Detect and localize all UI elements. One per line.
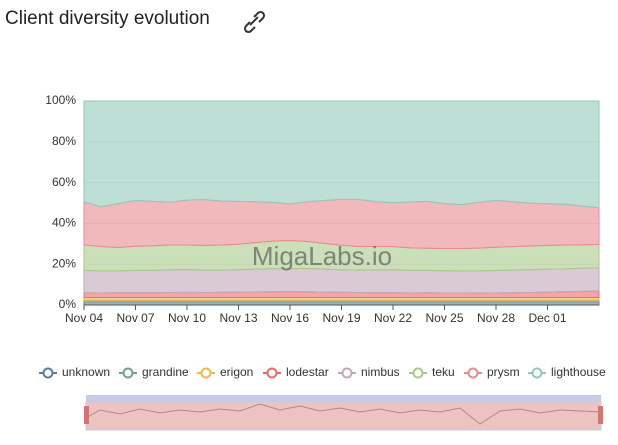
y-tick-label: 40% <box>52 216 76 230</box>
legend-label: teku <box>432 365 455 379</box>
legend-item[interactable]: unknown <box>39 365 110 379</box>
link-icon <box>243 10 266 34</box>
area <box>83 100 600 209</box>
legend-marker <box>341 367 353 379</box>
legend-item[interactable]: erigon <box>197 365 253 379</box>
legend-label: erigon <box>220 365 253 379</box>
legend-marker <box>122 367 134 379</box>
legend-item[interactable]: lodestar <box>263 365 329 379</box>
legend-item[interactable]: grandine <box>119 365 189 379</box>
zoom-window <box>85 401 602 431</box>
legend-item[interactable]: nimbus <box>338 365 400 379</box>
zoom-bar[interactable] <box>86 395 601 402</box>
zoom-handle[interactable] <box>84 406 89 424</box>
y-tick-label: 80% <box>52 134 76 148</box>
zoom-preview <box>85 403 602 425</box>
legend-item[interactable]: teku <box>409 365 455 379</box>
legend-item[interactable]: prysm <box>464 365 520 379</box>
y-tick-label: 0% <box>59 297 77 311</box>
x-tick-label: Dec 01 <box>528 311 566 325</box>
x-tick-label: Nov 28 <box>477 311 515 325</box>
legend-item[interactable]: lighthouse <box>528 365 606 379</box>
zoom-handle[interactable] <box>598 406 603 424</box>
y-tick-label: 60% <box>52 175 76 189</box>
x-tick-label: Nov 07 <box>116 311 154 325</box>
x-tick-label: Nov 22 <box>374 311 412 325</box>
x-tick-label: Nov 04 <box>65 311 103 325</box>
chart-title: Client diversity evolution <box>5 8 210 29</box>
y-tick-label: 20% <box>52 256 76 270</box>
legend-label: unknown <box>62 365 110 379</box>
legend-marker <box>467 367 479 379</box>
legend-label: lighthouse <box>551 365 606 379</box>
legend-marker <box>266 367 278 379</box>
x-tick-label: Nov 25 <box>425 311 463 325</box>
legend-label: lodestar <box>286 365 329 379</box>
legend-label: grandine <box>142 365 189 379</box>
x-tick-label: Nov 19 <box>322 311 360 325</box>
x-tick-label: Nov 16 <box>271 311 309 325</box>
watermark: MigaLabs.io <box>252 241 392 271</box>
legend-label: prysm <box>487 365 520 379</box>
x-tick-label: Nov 10 <box>168 311 206 325</box>
legend-marker <box>412 367 424 379</box>
legend-marker <box>531 367 543 379</box>
legend-label: nimbus <box>361 365 400 379</box>
data-zoom[interactable] <box>84 395 603 431</box>
x-tick-label: Nov 13 <box>219 311 257 325</box>
legend-marker <box>42 367 54 379</box>
legend-marker <box>200 367 212 379</box>
y-tick-label: 100% <box>45 93 76 107</box>
area <box>83 267 600 294</box>
